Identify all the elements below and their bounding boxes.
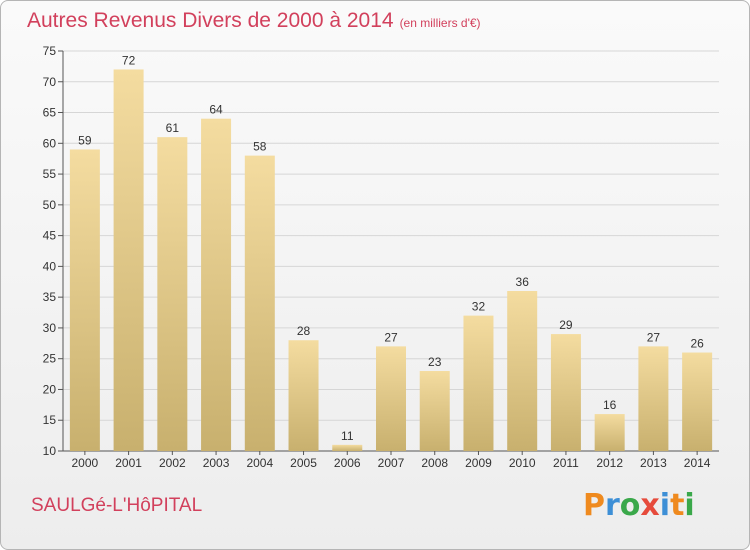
- bar: [550, 334, 581, 451]
- x-tick-label: 2002: [159, 456, 186, 470]
- bar: [288, 340, 319, 451]
- bar: [201, 118, 232, 451]
- bar: [244, 155, 275, 451]
- bar: [507, 291, 538, 451]
- y-tick-label: 20: [43, 382, 57, 396]
- logo-letter: i: [684, 488, 695, 523]
- y-tick-label: 30: [43, 321, 57, 335]
- x-tick-label: 2008: [421, 456, 448, 470]
- y-tick-label: 65: [43, 106, 57, 120]
- x-tick-label: 2004: [246, 456, 273, 470]
- bar-value-label: 72: [122, 53, 136, 67]
- bar-value-label: 58: [253, 140, 267, 154]
- bar-value-label: 16: [603, 398, 617, 412]
- bar: [157, 137, 188, 451]
- chart-title: Autres Revenus Divers de 2000 à 2014 (en …: [27, 9, 481, 33]
- bar: [594, 414, 625, 451]
- bar-value-label: 29: [559, 318, 573, 332]
- bar: [682, 352, 713, 451]
- bar-value-label: 59: [78, 133, 92, 147]
- bar-value-label: 32: [472, 300, 486, 314]
- x-tick-label: 2012: [596, 456, 623, 470]
- x-tick-label: 2005: [290, 456, 317, 470]
- y-tick-label: 15: [43, 413, 57, 427]
- y-tick-label: 35: [43, 290, 57, 304]
- x-tick-label: 2009: [465, 456, 492, 470]
- logo-letter: i: [659, 488, 671, 523]
- bar-value-label: 36: [516, 275, 530, 289]
- bar-value-label: 11: [341, 429, 354, 443]
- bar: [376, 346, 406, 451]
- chart-title-text: Autres Revenus Divers de 2000 à 2014: [27, 9, 394, 32]
- bar: [463, 315, 494, 451]
- bar-value-label: 27: [647, 330, 661, 344]
- bar: [419, 371, 450, 451]
- logo-letter: r: [605, 488, 620, 523]
- logo-letter: o: [619, 488, 641, 523]
- y-tick-label: 60: [43, 136, 57, 150]
- x-tick-label: 2006: [334, 456, 361, 470]
- y-tick-label: 25: [43, 352, 57, 366]
- bar: [113, 69, 144, 451]
- y-tick-label: 55: [43, 167, 57, 181]
- location-name: SAULGé-L'HôPITAL: [31, 495, 203, 516]
- x-tick-label: 2011: [553, 456, 579, 470]
- bar: [638, 346, 669, 451]
- bar-value-label: 26: [690, 337, 704, 351]
- x-tick-label: 2003: [203, 456, 230, 470]
- proxiti-logo: Proxiti: [583, 488, 695, 523]
- bar-value-label: 27: [384, 330, 398, 344]
- y-tick-label: 10: [43, 444, 57, 458]
- x-tick-label: 2013: [640, 456, 667, 470]
- x-tick-label: 2010: [509, 456, 536, 470]
- x-tick-label: 2001: [115, 456, 142, 470]
- chart-unit: (en milliers d'€): [399, 16, 481, 30]
- x-tick-label: 2007: [378, 456, 405, 470]
- y-tick-label: 70: [43, 75, 57, 89]
- logo-letter: P: [583, 488, 605, 523]
- bar-value-label: 61: [166, 121, 180, 135]
- logo-letter: t: [670, 488, 685, 523]
- bar-value-label: 28: [297, 324, 311, 338]
- x-tick-label: 2014: [684, 456, 711, 470]
- logo-letter: x: [640, 488, 660, 523]
- bar: [69, 149, 100, 451]
- bar-value-label: 64: [209, 103, 223, 117]
- y-tick-label: 45: [43, 229, 57, 243]
- y-tick-label: 40: [43, 259, 57, 273]
- bar-value-label: 23: [428, 355, 442, 369]
- bar: [332, 444, 363, 451]
- y-tick-label: 75: [43, 44, 57, 58]
- y-tick-label: 50: [43, 198, 57, 212]
- x-tick-label: 2000: [72, 456, 99, 470]
